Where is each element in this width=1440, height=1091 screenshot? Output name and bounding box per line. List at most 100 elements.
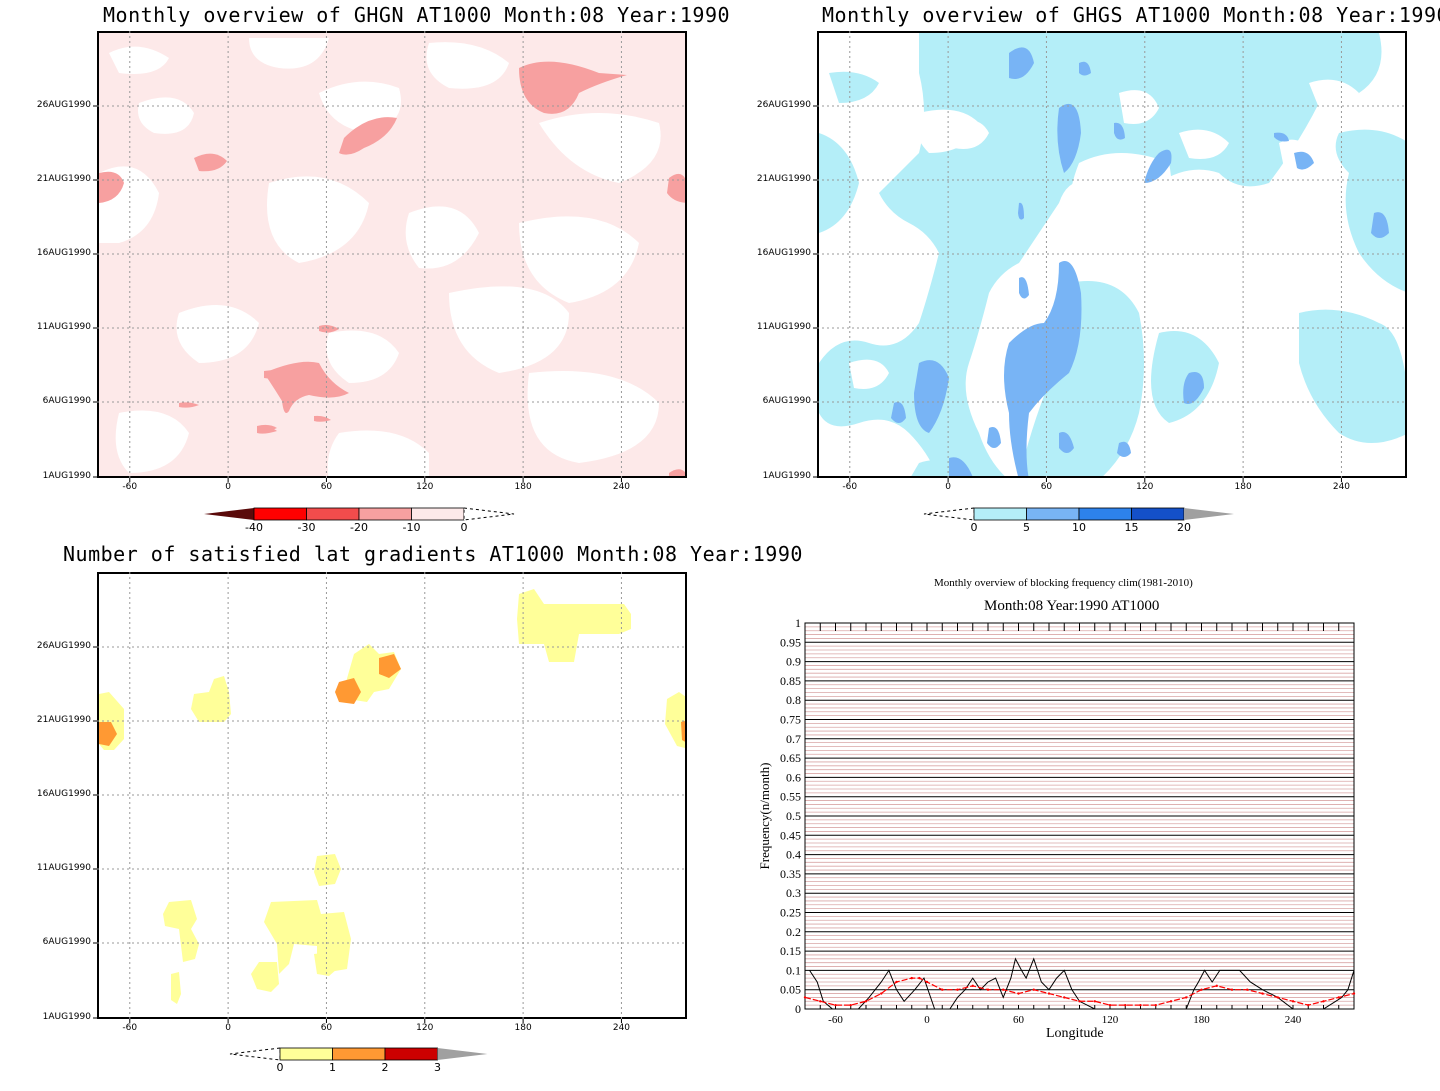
colorbar-label: 15 — [1124, 521, 1139, 534]
x-tick-label: 180 — [514, 482, 532, 492]
panel-3-heatmap — [99, 589, 685, 1004]
series-point-red — [956, 988, 959, 991]
y-tick-label: 6AUG1990 — [42, 396, 91, 406]
y-tick-label: 0.5 — [786, 809, 801, 823]
colorbar-label: 0 — [276, 1061, 284, 1074]
y-tick-label: 0.2 — [786, 925, 801, 939]
x-tick-label: 240 — [1285, 1014, 1302, 1026]
x-tick-label: 0 — [945, 482, 951, 492]
series-point-red — [819, 1000, 822, 1003]
panel-1-heatmap — [99, 38, 685, 476]
line-chart-frame — [804, 622, 1355, 1010]
panel-1-colorbar — [204, 507, 515, 521]
series-point-red — [941, 988, 944, 991]
series-point-red — [1246, 988, 1249, 991]
x-tick-label: 120 — [416, 482, 434, 492]
y-tick-label: 26AUG1990 — [36, 100, 91, 110]
y-tick-label: 0.65 — [780, 751, 801, 765]
series-point-red — [1337, 996, 1340, 999]
colorbar-left-cap — [204, 508, 254, 520]
x-tick-label: 120 — [1102, 1014, 1119, 1026]
series-point-red — [1307, 1003, 1310, 1007]
colorbar-label: 0 — [970, 521, 978, 534]
colorbar-segment — [306, 507, 360, 521]
x-tick-label: 120 — [416, 1023, 434, 1033]
y-tick-label: 11AUG1990 — [36, 863, 91, 873]
series-point-red — [864, 1000, 868, 1003]
colorbar-left-cap — [923, 507, 975, 521]
colorbar-segment — [1026, 507, 1080, 521]
y-tick-label: 0.95 — [780, 635, 801, 649]
y-tick-label: 26AUG1990 — [756, 100, 811, 110]
x-tick-label: 240 — [612, 1023, 631, 1033]
x-tick-label: 240 — [612, 482, 631, 492]
panel-3-colorbar — [229, 1047, 488, 1061]
series-point-red — [925, 980, 929, 984]
colorbar-label: -20 — [350, 521, 368, 534]
line-chart-bg — [805, 623, 1354, 1009]
colorbar-segment — [1131, 507, 1185, 521]
series-point-red — [1322, 1000, 1325, 1003]
y-tick-label: 0.35 — [780, 867, 801, 881]
y-tick-label: 0.6 — [786, 770, 801, 784]
panel-2-colorbar — [923, 507, 1234, 521]
series-point-red — [1063, 996, 1066, 999]
series-point-red — [803, 996, 807, 999]
colorbar-segment — [1078, 507, 1132, 521]
x-tick-label: 60 — [1040, 482, 1053, 492]
colorbar-label: 5 — [1023, 521, 1030, 534]
series-point-red — [918, 976, 921, 980]
y-tick-label: 0.7 — [786, 732, 801, 746]
y-tick-label: 0.1 — [786, 963, 801, 977]
colorbar-segment — [279, 1047, 333, 1061]
y-tick-label: 0 — [795, 1002, 801, 1016]
colorbar-segment — [253, 507, 307, 521]
panel-2-plot — [817, 31, 1407, 478]
y-tick-label: 1 — [795, 616, 801, 630]
y-tick-label: 1AUG1990 — [42, 471, 91, 481]
y-tick-label: 0.55 — [780, 790, 801, 804]
x-tick-label: 60 — [320, 482, 333, 492]
y-tick-label: 11AUG1990 — [756, 322, 811, 332]
x-tick-label: -60 — [842, 482, 858, 492]
colorbar-label: 20 — [1177, 521, 1191, 534]
colorbar-right-cap — [463, 507, 515, 521]
series-point-red — [1032, 988, 1035, 991]
y-tick-label: 0.15 — [780, 944, 801, 958]
series-point-red — [1108, 1003, 1112, 1007]
y-tick-label: 1AUG1990 — [42, 1012, 91, 1022]
colorbar-label: 0 — [460, 521, 468, 534]
series-point-red — [1002, 988, 1005, 991]
y-tick-label: 26AUG1990 — [36, 641, 91, 651]
x-tick-label: 60 — [1013, 1014, 1025, 1026]
series-point-red — [895, 980, 898, 984]
x-tick-label: -60 — [122, 1023, 138, 1033]
panel-4-xlabel: Longitude — [1046, 1026, 1104, 1041]
y-tick-label: 16AUG1990 — [36, 248, 91, 258]
colorbar-right-cap — [1184, 508, 1234, 520]
panel-4-ylabel: Frequency(n/month) — [757, 762, 772, 870]
colorbar-right-cap — [437, 1048, 488, 1060]
y-tick-label: 1AUG1990 — [762, 471, 811, 481]
x-tick-label: 60 — [320, 1023, 333, 1033]
series-point-red — [1093, 1000, 1096, 1003]
panel-4-subtitle: Month:08 Year:1990 AT1000 — [984, 598, 1160, 614]
colorbar-segment — [332, 1047, 386, 1061]
colorbar-label: 2 — [381, 1061, 389, 1074]
y-tick-label: 11AUG1990 — [36, 322, 91, 332]
x-tick-label: 240 — [1332, 482, 1351, 492]
y-tick-label: 0.3 — [786, 886, 801, 900]
y-tick-label: 6AUG1990 — [762, 396, 811, 406]
colorbar-label: 3 — [434, 1061, 441, 1074]
series-point-red — [849, 1003, 852, 1007]
series-point-red — [1124, 1003, 1127, 1007]
y-tick-label: 16AUG1990 — [756, 248, 811, 258]
panel-1-title: Monthly overview of GHGN AT1000 Month:08… — [103, 3, 731, 27]
y-tick-label: 0.75 — [780, 713, 801, 727]
series-point-red — [834, 1003, 837, 1007]
x-tick-label: 0 — [225, 1023, 231, 1033]
series-point-red — [1169, 1000, 1173, 1003]
series-point-red — [1154, 1003, 1157, 1007]
y-tick-label: 0.8 — [786, 693, 801, 707]
x-tick-label: 180 — [514, 1023, 532, 1033]
